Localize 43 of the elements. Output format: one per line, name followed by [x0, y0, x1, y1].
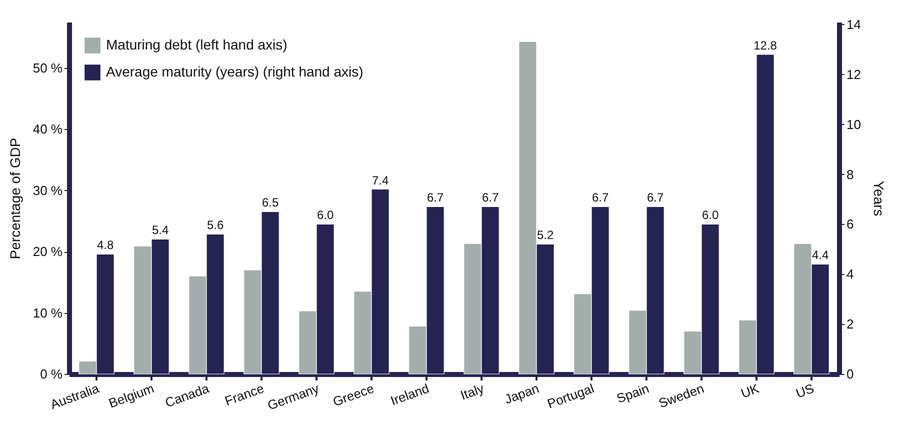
- legend-label: Maturing debt (left hand axis): [106, 36, 288, 52]
- x-tick-label: Ireland: [388, 380, 431, 408]
- x-tick-label: France: [222, 380, 266, 409]
- y-tick-label: 30 %: [32, 182, 63, 198]
- y-axis-title: Percentage of GDP: [6, 138, 23, 260]
- y2-axis-title: Years: [870, 180, 887, 216]
- x-tick-label: Sweden: [656, 380, 706, 411]
- y2-tick-label: 10: [846, 116, 861, 132]
- x-tick-label: Canada: [163, 380, 212, 410]
- y-tick-label: 50 %: [32, 60, 63, 76]
- data-label: 4.8: [96, 238, 114, 252]
- x-tick-label: Greece: [330, 380, 376, 410]
- data-label: 5.6: [206, 218, 224, 232]
- data-label: 6.7: [592, 190, 609, 205]
- y2-tick-label: 0: [846, 366, 854, 382]
- data-label: 6.7: [426, 190, 444, 205]
- data-label: 4.4: [812, 248, 829, 262]
- y-tick-label: 10 %: [32, 305, 63, 320]
- data-label: 5.2: [536, 228, 554, 242]
- legend-label: Average maturity (years) (right hand axis): [106, 64, 364, 80]
- data-label: 6.5: [262, 196, 279, 210]
- y2-tick-label: 2: [846, 316, 854, 332]
- data-label: 6.7: [646, 190, 664, 205]
- data-label: 5.4: [152, 223, 169, 238]
- x-tick-label: Italy: [458, 380, 486, 403]
- y2-tick-label: 8: [846, 166, 854, 182]
- y-tick-label: 40 %: [32, 122, 63, 137]
- y2-tick-label: 4: [846, 266, 854, 282]
- y2-tick-label: 12: [846, 66, 861, 82]
- data-label: 12.8: [754, 38, 778, 52]
- y-tick-label: 0 %: [40, 366, 63, 382]
- y-tick-label: 20 %: [32, 244, 63, 260]
- x-tick-label: Japan: [502, 380, 541, 407]
- y2-tick-label: 14: [846, 16, 861, 32]
- x-tick-label: Spain: [614, 380, 651, 406]
- data-label: 6.0: [316, 208, 334, 222]
- y2-tick-label: 6: [846, 216, 854, 232]
- data-label: 6.0: [702, 208, 719, 222]
- x-tick-label: Belgium: [106, 380, 156, 411]
- x-tick-label: US: [794, 380, 816, 401]
- data-label: 7.4: [372, 173, 389, 188]
- data-label: 6.7: [482, 190, 499, 205]
- x-tick-label: UK: [738, 380, 762, 401]
